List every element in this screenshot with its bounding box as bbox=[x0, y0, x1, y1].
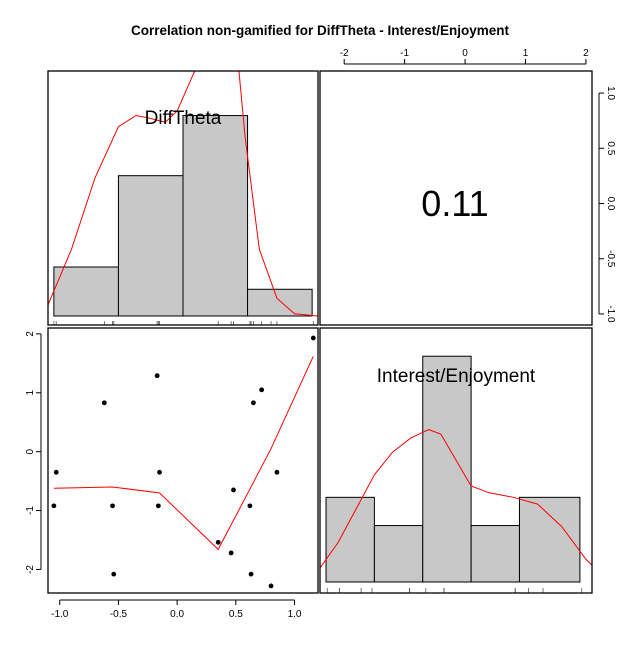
right-axis-tick-label: -1.0 bbox=[605, 305, 616, 323]
top-axis-tick-label: 1 bbox=[523, 48, 529, 59]
scatter-point bbox=[259, 387, 265, 393]
panel-border bbox=[47, 70, 319, 326]
left-axis-tick-label: 0 bbox=[25, 448, 36, 454]
bottom-axis-tick-label: 0.5 bbox=[229, 609, 243, 620]
scatter-point bbox=[251, 400, 256, 406]
scatter-point bbox=[101, 400, 107, 406]
histogram-bar bbox=[325, 496, 375, 583]
bottom-axis-tick-label: 0.0 bbox=[170, 609, 184, 620]
scatter-point bbox=[215, 539, 221, 545]
histogram-bar bbox=[373, 525, 424, 583]
top-axis-tick-label: 0 bbox=[462, 48, 468, 59]
left-axis-tick-label: 2 bbox=[25, 331, 36, 337]
histogram-bar bbox=[182, 115, 249, 317]
histogram-bar bbox=[53, 266, 119, 317]
scatter-point bbox=[248, 571, 254, 577]
scatter-point bbox=[231, 487, 236, 493]
histogram-bar bbox=[247, 288, 313, 317]
histogram-bar bbox=[117, 175, 184, 317]
left-axis-tick-label: -2 bbox=[25, 565, 36, 574]
bottom-axis-tick-label: -0.5 bbox=[110, 609, 128, 620]
density-curve bbox=[48, 71, 318, 317]
right-axis-tick-label: 0.5 bbox=[605, 141, 616, 155]
top-axis-tick-label: -1 bbox=[400, 48, 409, 59]
panel-border bbox=[319, 70, 593, 326]
scatter-point bbox=[111, 571, 117, 577]
histogram-bar bbox=[470, 525, 520, 583]
scatter-point bbox=[274, 469, 280, 475]
scatter-point bbox=[154, 373, 160, 379]
correlation-panel bbox=[319, 70, 593, 326]
histogram-bar bbox=[422, 355, 472, 583]
variable-label-interest: Interest/Enjoyment bbox=[377, 366, 536, 387]
scatter-point bbox=[110, 503, 115, 509]
histogram-interest-panel bbox=[319, 327, 593, 594]
bottom-axis-tick-label: -1.0 bbox=[51, 609, 69, 620]
scatter-point bbox=[310, 335, 316, 341]
variable-label-diff-theta: DiffTheta bbox=[145, 108, 222, 129]
scatter-point bbox=[155, 503, 161, 509]
scatter-point bbox=[157, 469, 162, 475]
scatter-point bbox=[228, 550, 234, 556]
top-axis-tick-label: 2 bbox=[583, 48, 589, 59]
scatter-point bbox=[53, 469, 59, 475]
scatter-panel bbox=[47, 327, 319, 594]
right-axis-tick-label: 1.0 bbox=[605, 86, 616, 100]
panel-border bbox=[319, 327, 593, 594]
loess-line bbox=[53, 356, 314, 551]
left-axis-tick-label: 1 bbox=[25, 390, 36, 396]
right-axis-tick-label: -0.5 bbox=[605, 250, 616, 268]
correlation-value: 0.11 bbox=[421, 183, 488, 224]
chart-title: Correlation non-gamified for DiffTheta -… bbox=[131, 23, 510, 38]
scatter-point bbox=[51, 503, 57, 509]
left-axis-tick-label: -1 bbox=[25, 506, 36, 515]
right-axis-tick-label: 0.0 bbox=[605, 197, 616, 211]
outer-axes: -2 -1 0 1 2 -1.0 -0.5 0.0 0.5 1.0 -2 -1 0 1 2 -1.0 -0.5 0… bbox=[25, 48, 616, 620]
histogram-diff-theta-panel bbox=[47, 70, 319, 326]
scatter-point bbox=[247, 503, 253, 509]
scatter-point bbox=[268, 583, 274, 589]
bottom-axis-tick-label: 1.0 bbox=[288, 609, 302, 620]
density-curve bbox=[319, 429, 593, 569]
histogram-bar bbox=[518, 496, 581, 583]
panel-border bbox=[47, 327, 319, 594]
top-axis-tick-label: -2 bbox=[340, 48, 349, 59]
